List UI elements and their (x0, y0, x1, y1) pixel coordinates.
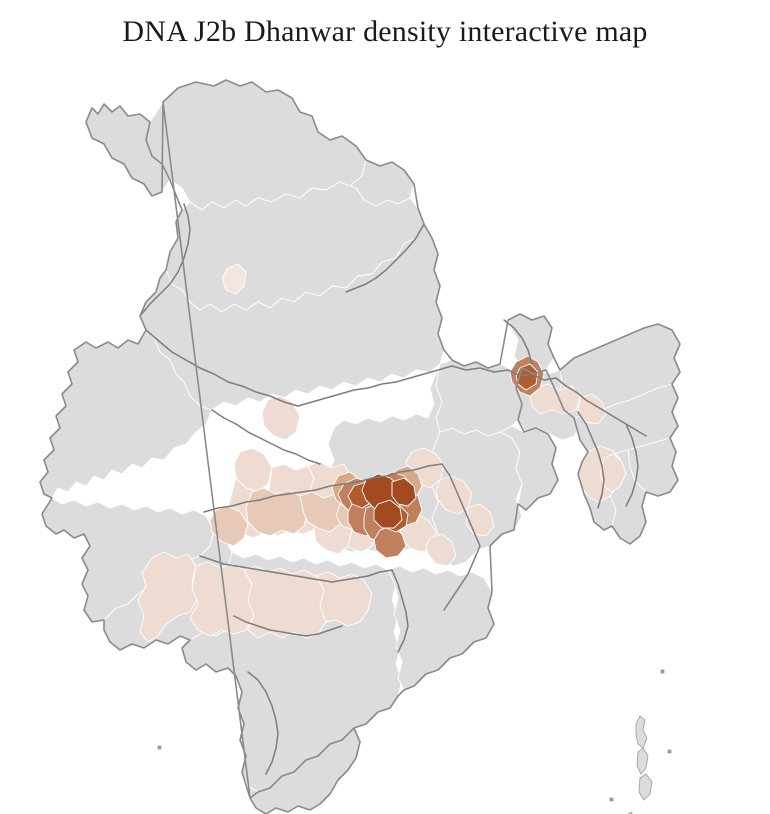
state-border-line (297, 365, 453, 407)
state-border-line (451, 365, 557, 381)
district-region[interactable] (425, 533, 457, 567)
andaman-island[interactable] (635, 715, 648, 749)
state-border-line (441, 463, 481, 547)
lakshadweep-dot[interactable] (157, 745, 162, 750)
island-dot[interactable] (609, 797, 614, 802)
country-outline-group (39, 79, 681, 814)
state-border-line (203, 463, 443, 513)
district-region[interactable] (599, 453, 627, 493)
state-border-line (443, 545, 481, 611)
district-region[interactable] (221, 263, 247, 295)
districts-no-data (39, 79, 681, 814)
state-border-line (555, 377, 647, 437)
page-title: DNA J2b Dhanwar density interactive map (122, 15, 648, 48)
island-dot[interactable] (667, 749, 672, 754)
state-borders (139, 203, 647, 775)
state-border-line (391, 569, 409, 653)
state-border-line (233, 615, 343, 637)
state-border-line (625, 423, 639, 507)
andaman-island[interactable] (636, 747, 649, 775)
district-region[interactable] (209, 505, 249, 547)
state-border-line (199, 555, 393, 583)
district-region[interactable] (315, 571, 373, 627)
district-region[interactable] (299, 491, 345, 533)
district-region[interactable] (137, 551, 199, 643)
district-region[interactable] (261, 395, 301, 441)
state-border-line (139, 203, 191, 317)
state-border-line (145, 329, 299, 407)
india-outline (39, 79, 681, 814)
island-dot[interactable] (660, 669, 665, 674)
state-border-line (503, 319, 533, 365)
state-border-line (577, 411, 605, 509)
district-region[interactable] (435, 359, 523, 437)
state-border-line (211, 409, 321, 465)
districts-shaded-very-high (361, 473, 417, 529)
district-region[interactable] (243, 565, 327, 639)
island-territories (157, 669, 672, 814)
districts-shaded-very-low (221, 263, 247, 295)
andaman-island[interactable] (638, 773, 653, 801)
map-canvas[interactable] (0, 52, 770, 814)
india-district-choropleth[interactable] (0, 52, 770, 814)
district-region[interactable] (373, 499, 403, 529)
district-region[interactable] (387, 565, 495, 691)
state-border-line (247, 671, 279, 775)
district-region[interactable] (529, 383, 581, 415)
state-border-line (345, 223, 425, 293)
district-region[interactable] (391, 477, 417, 507)
